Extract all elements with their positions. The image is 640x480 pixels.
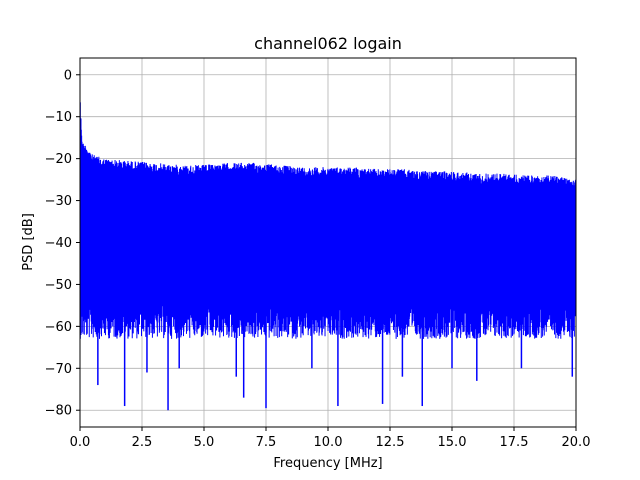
x-tick-label: 20.0 xyxy=(562,435,591,450)
y-tick-label: −40 xyxy=(45,236,72,251)
y-tick-label: −60 xyxy=(45,320,72,335)
y-tick-label: −50 xyxy=(45,278,72,293)
y-tick-label: −30 xyxy=(45,194,72,209)
x-axis-label: Frequency [MHz] xyxy=(273,456,382,471)
y-tick-label: 0 xyxy=(64,68,72,83)
psd-trace xyxy=(79,77,577,339)
y-axis-ticks: 0 −10 −20 −30 −40 −50 −60 −70 −80 xyxy=(45,68,80,419)
x-tick-label: 2.5 xyxy=(132,435,153,450)
x-tick-label: 5.0 xyxy=(194,435,215,450)
y-tick-label: −20 xyxy=(45,152,72,167)
x-tick-label: 0.0 xyxy=(70,435,91,450)
chart-title: channel062 logain xyxy=(254,34,402,53)
x-tick-label: 17.5 xyxy=(500,435,529,450)
psd-series xyxy=(79,77,577,411)
x-axis-ticks: 0.0 2.5 5.0 7.5 10.0 12.5 15.0 17.5 20.0 xyxy=(70,427,591,450)
y-tick-label: −10 xyxy=(45,110,72,125)
x-tick-label: 15.0 xyxy=(438,435,467,450)
y-tick-label: −70 xyxy=(45,362,72,377)
x-tick-label: 12.5 xyxy=(376,435,405,450)
y-tick-label: −80 xyxy=(45,404,72,419)
x-tick-label: 10.0 xyxy=(314,435,343,450)
y-axis-label: PSD [dB] xyxy=(21,213,36,271)
x-tick-label: 7.5 xyxy=(256,435,277,450)
